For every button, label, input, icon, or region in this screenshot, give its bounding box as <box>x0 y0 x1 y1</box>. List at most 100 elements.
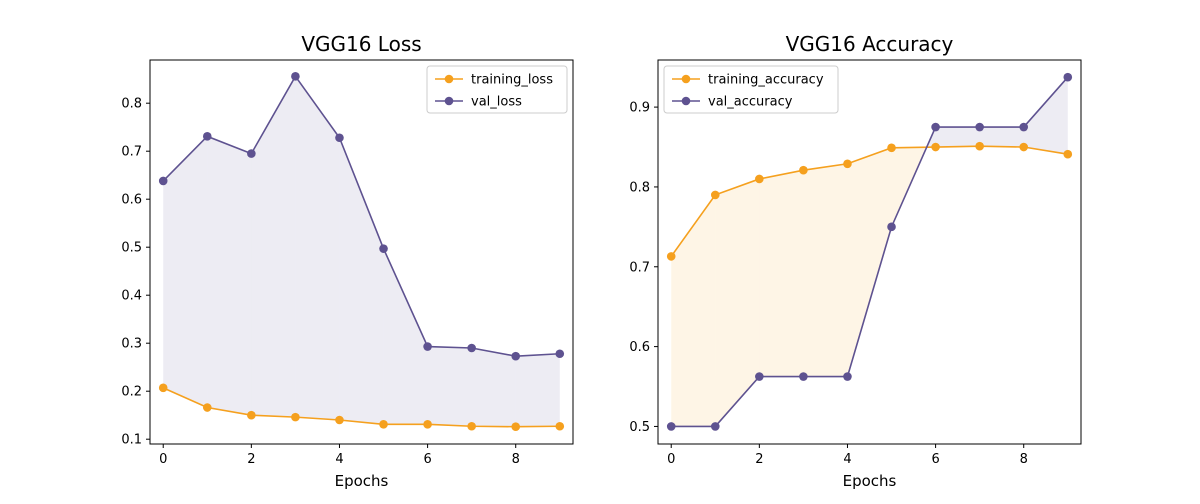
y-tick-label: 0.8 <box>121 97 142 112</box>
series-line-training_loss <box>162 387 560 428</box>
legend-label-training_accuracy: training_accuracy <box>708 73 824 88</box>
data-point-val_loss <box>158 176 168 186</box>
fill-between-area <box>339 137 384 425</box>
y-tick-label: 0.1 <box>121 433 142 448</box>
data-point-val_loss <box>335 133 344 143</box>
plot-frame <box>149 59 574 445</box>
chart-panel-2: 0 2 4 6 8 0.5 0.6 0.7 0.8 0.9 VGG16 Accuracy Epochs… <box>629 32 1082 490</box>
fill-between-area <box>515 353 560 427</box>
x-tick-label: 4 <box>335 452 343 467</box>
legend: training_accuracy val_accuracy <box>663 65 839 114</box>
data-point-val_accuracy <box>710 422 720 431</box>
y-tick-label: 0.5 <box>629 420 650 435</box>
y-tick-label: 0.5 <box>121 241 142 256</box>
data-point-val_loss <box>247 149 256 158</box>
data-point-training_accuracy <box>887 143 896 153</box>
x-tick-label: 8 <box>512 452 520 467</box>
y-tick-label: 0.3 <box>121 337 142 352</box>
data-point-training_accuracy <box>843 159 852 169</box>
data-point-val_accuracy <box>666 422 676 431</box>
legend-marker-val_loss <box>444 96 454 106</box>
x-tick-label: 0 <box>159 452 167 467</box>
fill-between-area <box>251 76 296 418</box>
fill-between-area <box>1023 77 1068 155</box>
y-tick-label: 0.7 <box>121 145 142 160</box>
fill-between-area <box>935 127 980 148</box>
chart-panel-1: 0 2 4 6 8 0.1 0.2 0.3 0.4 0.5 0.6 0.7 0.8 VGG16 Loss E… <box>121 32 574 490</box>
y-tick-label: 0.6 <box>629 340 650 355</box>
legend-box <box>663 65 839 114</box>
fill-between-area <box>979 127 1024 148</box>
fill-between-area <box>671 194 716 427</box>
fill-between-area <box>207 136 252 416</box>
data-point-training_loss <box>467 421 476 431</box>
data-point-val_loss <box>291 72 300 81</box>
y-tick-label: 0.2 <box>121 385 142 400</box>
fill-between-area <box>163 136 208 408</box>
fill-between-area <box>847 147 892 377</box>
legend-marker-val_accuracy <box>681 96 691 106</box>
x-tick-label: 6 <box>931 452 939 467</box>
data-point-val_loss <box>467 343 476 353</box>
data-point-training_loss <box>247 410 256 420</box>
data-point-val_accuracy <box>975 122 984 132</box>
x-tick-label: 2 <box>247 452 255 467</box>
data-point-training_accuracy <box>1019 142 1029 152</box>
y-tick-label: 0.4 <box>121 289 142 304</box>
x-tick-label: 6 <box>423 452 431 467</box>
series-line-val_accuracy <box>671 76 1069 428</box>
data-point-training_accuracy <box>710 190 720 200</box>
data-point-val_loss <box>511 351 521 361</box>
data-point-training_loss <box>291 412 300 422</box>
data-point-val_accuracy <box>1063 72 1073 82</box>
data-point-training_accuracy <box>1063 149 1073 159</box>
y-tick-label: 0.9 <box>629 101 650 116</box>
data-point-training_accuracy <box>799 165 808 175</box>
data-point-training_accuracy <box>975 141 984 151</box>
chart-title: VGG16 Loss <box>301 32 421 56</box>
data-point-training_loss <box>423 420 432 429</box>
series-line-training_accuracy <box>670 145 1068 257</box>
y-tick-label: 0.7 <box>629 260 650 275</box>
data-point-val_accuracy <box>1019 122 1029 132</box>
data-point-val_loss <box>379 244 388 253</box>
data-point-val_accuracy <box>799 372 808 381</box>
data-point-training_loss <box>555 421 565 431</box>
data-point-training_loss <box>511 422 521 432</box>
series-line-val_loss <box>162 74 560 357</box>
legend-marker-training_accuracy <box>681 74 691 84</box>
fill-between-area <box>803 163 848 377</box>
y-tick-label: 0.8 <box>629 180 650 195</box>
data-point-val_loss <box>202 132 212 141</box>
fill-between-area <box>471 348 516 427</box>
data-point-training_loss <box>202 403 212 412</box>
legend-label-val_accuracy: val_accuracy <box>708 95 793 110</box>
legend-marker-training_loss <box>444 74 454 84</box>
chart-title: VGG16 Accuracy <box>786 32 954 56</box>
fill-between-area <box>427 346 472 427</box>
x-axis-label: Epochs <box>843 472 897 490</box>
data-point-training_loss <box>335 415 344 425</box>
fill-between-area <box>715 178 760 427</box>
data-point-training_accuracy <box>755 174 764 184</box>
x-tick-label: 4 <box>843 452 851 467</box>
fill-between-area <box>383 248 428 425</box>
data-point-val_accuracy <box>887 222 896 232</box>
data-point-training_loss <box>379 420 388 429</box>
data-point-val_loss <box>555 349 565 359</box>
legend-label-training_loss: training_loss <box>471 73 553 88</box>
data-point-val_accuracy <box>755 372 764 381</box>
data-point-val_loss <box>423 342 432 351</box>
legend: training_loss val_loss <box>426 65 568 114</box>
plot-frame <box>657 59 1082 445</box>
data-point-training_accuracy <box>931 142 940 152</box>
fill-between-area <box>759 170 804 377</box>
data-point-val_accuracy <box>843 372 852 381</box>
data-point-training_loss <box>158 383 168 393</box>
x-axis-label: Epochs <box>335 472 389 490</box>
x-tick-label: 0 <box>667 452 675 467</box>
data-point-training_accuracy <box>666 252 676 261</box>
x-tick-label: 8 <box>1020 452 1028 467</box>
y-tick-label: 0.6 <box>121 193 142 208</box>
